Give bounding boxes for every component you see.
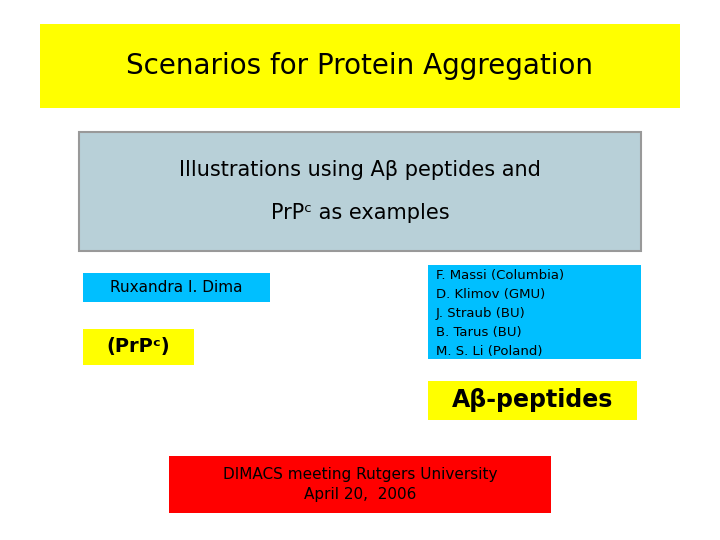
FancyBboxPatch shape	[428, 381, 637, 420]
Text: Aβ-peptides: Aβ-peptides	[452, 388, 613, 412]
Text: B. Tarus (BU): B. Tarus (BU)	[436, 326, 521, 339]
Text: J. Straub (BU): J. Straub (BU)	[436, 307, 526, 320]
Text: F. Massi (Columbia): F. Massi (Columbia)	[436, 269, 564, 282]
Text: PrPᶜ as examples: PrPᶜ as examples	[271, 203, 449, 223]
Text: DIMACS meeting Rutgers University: DIMACS meeting Rutgers University	[222, 467, 498, 482]
FancyBboxPatch shape	[169, 456, 551, 513]
FancyBboxPatch shape	[428, 265, 641, 359]
Text: April 20,  2006: April 20, 2006	[304, 488, 416, 502]
Text: Ruxandra I. Dima: Ruxandra I. Dima	[110, 280, 243, 295]
Text: M. S. Li (Poland): M. S. Li (Poland)	[436, 345, 542, 358]
Text: Scenarios for Protein Aggregation: Scenarios for Protein Aggregation	[127, 52, 593, 80]
FancyBboxPatch shape	[40, 24, 680, 108]
FancyBboxPatch shape	[83, 329, 194, 364]
Text: (PrPᶜ): (PrPᶜ)	[107, 338, 171, 356]
FancyBboxPatch shape	[79, 132, 641, 251]
Text: D. Klimov (GMU): D. Klimov (GMU)	[436, 288, 545, 301]
FancyBboxPatch shape	[83, 273, 270, 302]
Text: Illustrations using Aβ peptides and: Illustrations using Aβ peptides and	[179, 160, 541, 180]
